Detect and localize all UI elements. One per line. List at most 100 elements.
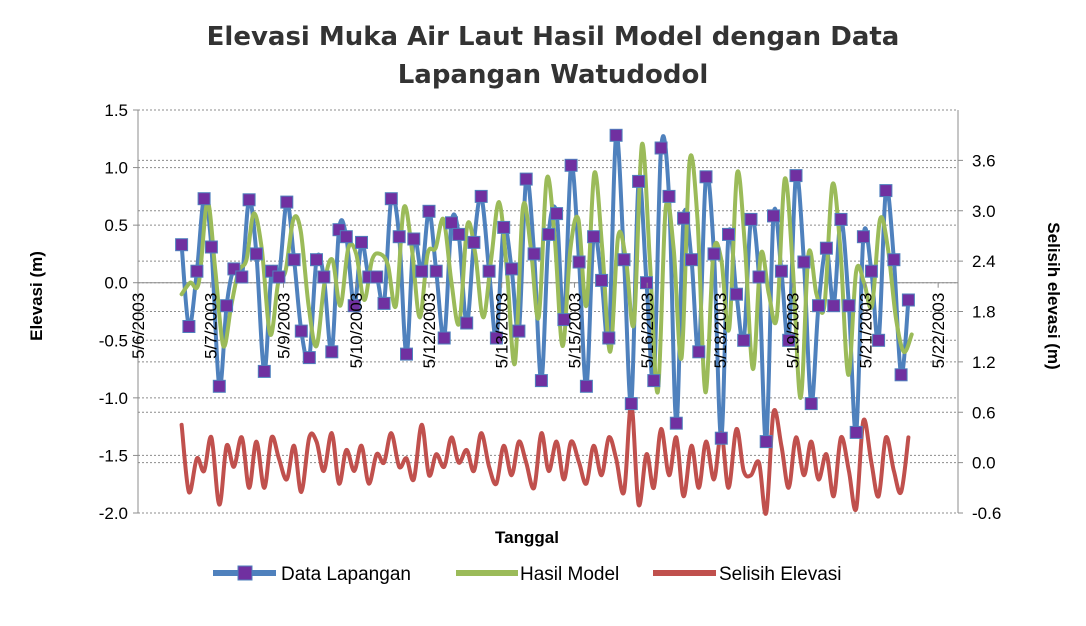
data-point-data-lapangan-59 <box>617 253 631 267</box>
y-tick-label-3: -0.5 <box>99 331 128 350</box>
data-point-data-lapangan-71 <box>707 247 721 261</box>
data-point-data-lapangan-35 <box>437 331 451 345</box>
x-tick-label-11: 5/22/2003 <box>929 293 948 369</box>
data-point-data-lapangan-28 <box>384 192 398 206</box>
data-point-data-lapangan-27 <box>377 296 391 310</box>
data-point-data-lapangan-60 <box>624 397 638 411</box>
data-point-data-lapangan-32 <box>415 264 429 278</box>
data-point-data-lapangan-47 <box>527 247 541 261</box>
data-point-data-lapangan-23 <box>347 299 361 313</box>
data-point-data-lapangan-46 <box>519 172 533 186</box>
x-tick-label-0: 5/6/2003 <box>129 293 148 359</box>
data-lapangan-markers <box>175 128 915 449</box>
data-point-data-lapangan-86 <box>819 241 833 255</box>
data-point-data-lapangan-39 <box>467 235 481 249</box>
data-point-data-lapangan-14 <box>280 195 294 209</box>
data-point-data-lapangan-67 <box>677 211 691 225</box>
data-point-data-lapangan-79 <box>767 209 780 223</box>
data-point-data-lapangan-81 <box>782 333 796 347</box>
y-tick-label-4: 0.0 <box>104 274 128 293</box>
data-point-data-lapangan-31 <box>407 232 421 246</box>
y2-tick-label-7: 3.6 <box>972 151 996 170</box>
data-point-data-lapangan-89 <box>842 299 856 313</box>
data-point-data-lapangan-13 <box>272 270 286 284</box>
data-point-data-lapangan-64 <box>654 141 668 155</box>
data-point-data-lapangan-97 <box>901 293 915 307</box>
data-point-data-lapangan-15 <box>287 253 301 267</box>
data-point-data-lapangan-78 <box>759 435 773 449</box>
data-point-data-lapangan-50 <box>550 207 564 221</box>
data-point-data-lapangan-22 <box>339 230 353 244</box>
data-point-data-lapangan-41 <box>482 264 496 278</box>
chart-title-line-1: Elevasi Muka Air Laut Hasil Model dengan… <box>207 22 900 52</box>
y2-tick-label-6: 3.0 <box>972 202 996 221</box>
x-tick-label-8: 5/18/2003 <box>711 293 730 369</box>
data-point-data-lapangan-9 <box>242 193 256 207</box>
data-point-data-lapangan-4 <box>204 240 218 254</box>
data-point-data-lapangan-84 <box>804 397 818 411</box>
y-tick-label-6: 1.0 <box>104 159 128 178</box>
data-point-data-lapangan-33 <box>422 204 436 218</box>
data-point-data-lapangan-66 <box>669 416 683 430</box>
data-point-data-lapangan-17 <box>302 351 316 365</box>
data-point-data-lapangan-18 <box>310 253 323 267</box>
data-point-data-lapangan-0 <box>175 238 189 252</box>
data-point-data-lapangan-11 <box>257 364 271 378</box>
data-point-data-lapangan-62 <box>640 276 653 290</box>
data-point-data-lapangan-74 <box>730 287 743 301</box>
legend-item-selisih-elevasi: Selisih Elevasi <box>653 564 842 585</box>
data-point-data-lapangan-61 <box>632 174 646 188</box>
y2-tick-label-0: -0.6 <box>972 504 1001 523</box>
x-tick-label-3: 5/10/2003 <box>347 293 366 369</box>
y-tick-label-2: -1.0 <box>99 389 128 408</box>
data-point-data-lapangan-52 <box>564 158 578 172</box>
data-point-data-lapangan-37 <box>452 227 466 241</box>
y-tick-label-5: 0.5 <box>104 216 128 235</box>
data-point-data-lapangan-16 <box>294 324 308 338</box>
data-point-data-lapangan-88 <box>834 212 848 226</box>
data-point-data-lapangan-83 <box>797 255 811 269</box>
y2-tick-label-3: 1.2 <box>972 353 996 372</box>
data-point-data-lapangan-76 <box>744 212 758 226</box>
data-point-data-lapangan-26 <box>370 270 384 284</box>
x-tick-label-6: 5/15/2003 <box>565 293 584 369</box>
data-point-data-lapangan-91 <box>856 230 870 244</box>
y-tick-label-1: -1.5 <box>99 446 128 465</box>
data-point-data-lapangan-49 <box>542 227 556 241</box>
data-point-data-lapangan-48 <box>534 374 548 388</box>
data-point-data-lapangan-36 <box>445 216 458 230</box>
data-point-data-lapangan-44 <box>505 262 519 276</box>
data-point-data-lapangan-54 <box>579 379 593 393</box>
data-point-data-lapangan-45 <box>512 324 526 338</box>
data-point-data-lapangan-53 <box>572 255 586 269</box>
data-point-data-lapangan-82 <box>789 169 803 183</box>
x-axis-ticks: 5/6/2003 5/7/2003 5/9/2003 5/10/2003 5/12/20… <box>129 282 948 369</box>
data-point-data-lapangan-69 <box>692 345 706 359</box>
data-point-data-lapangan-77 <box>752 270 766 284</box>
data-point-data-lapangan-34 <box>429 264 443 278</box>
data-point-data-lapangan-72 <box>714 431 728 445</box>
data-point-data-lapangan-65 <box>662 189 676 203</box>
data-point-data-lapangan-6 <box>220 299 234 313</box>
data-point-data-lapangan-58 <box>609 128 623 142</box>
data-point-data-lapangan-20 <box>325 345 339 359</box>
data-point-data-lapangan-5 <box>212 379 226 393</box>
y2-tick-label-2: 0.6 <box>972 403 996 422</box>
x-tick-label-5: 5/13/2003 <box>493 293 512 369</box>
x-tick-label-1: 5/7/2003 <box>202 293 221 359</box>
x-tick-label-4: 5/12/2003 <box>420 293 439 369</box>
data-point-data-lapangan-30 <box>400 347 413 361</box>
series-line-selisih-elevasi <box>179 401 911 516</box>
y2-tick-label-1: 0.0 <box>972 454 996 473</box>
x-tick-label-2: 5/9/2003 <box>274 293 293 359</box>
data-point-data-lapangan-68 <box>685 253 698 267</box>
legend-label-selisih-elevasi: Selisih Elevasi <box>719 564 842 585</box>
legend-item-data-lapangan: Data Lapangan <box>213 564 411 585</box>
data-point-data-lapangan-70 <box>699 170 713 184</box>
y-tick-label-0: -2.0 <box>99 504 128 523</box>
data-point-data-lapangan-63 <box>647 374 661 388</box>
data-point-data-lapangan-42 <box>489 331 503 345</box>
data-point-data-lapangan-57 <box>602 331 616 345</box>
data-point-data-lapangan-51 <box>557 313 571 327</box>
